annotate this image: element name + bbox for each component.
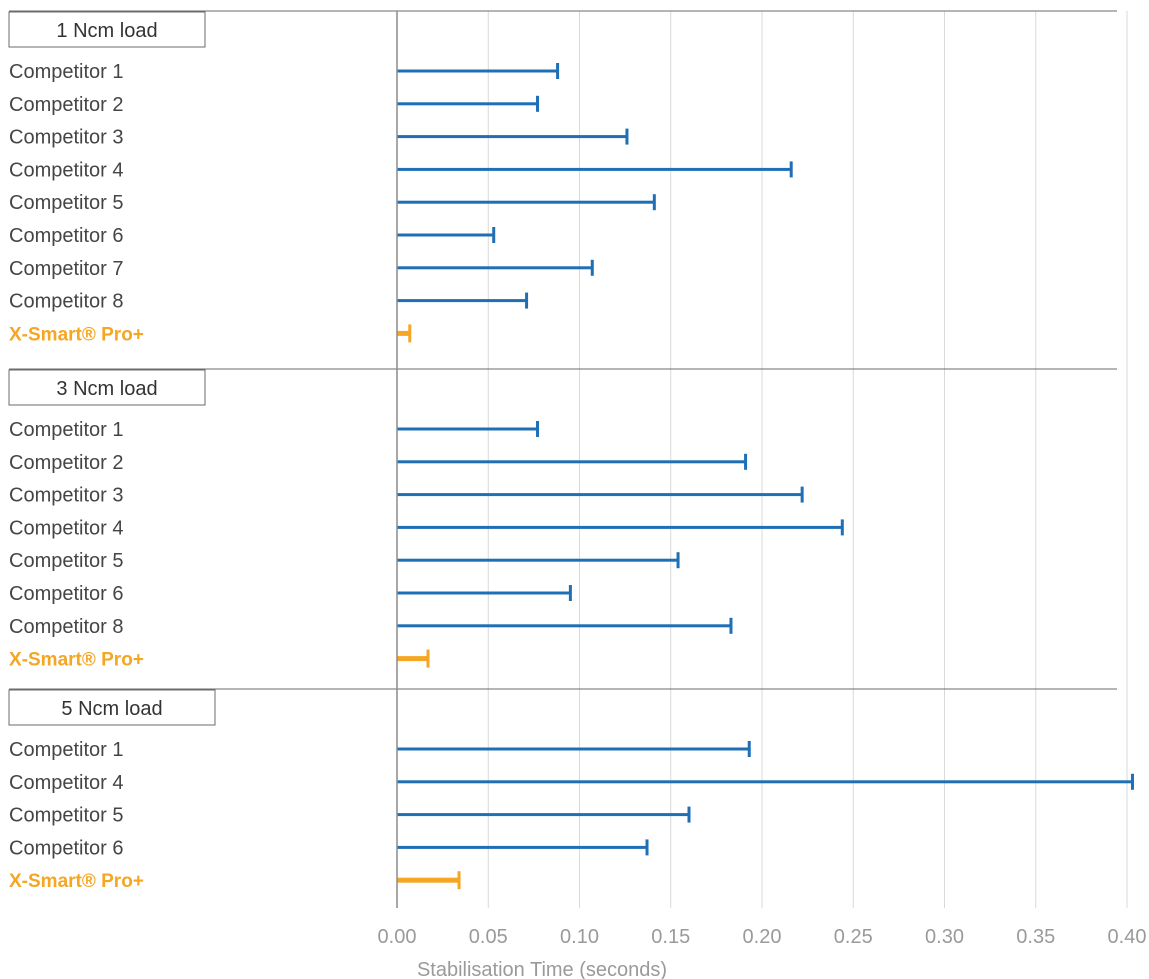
bar-cap — [747, 741, 751, 757]
highlight-bar-cap — [426, 649, 430, 668]
bar — [397, 493, 803, 497]
bar — [397, 299, 527, 303]
x-tick-label: 0.35 — [1016, 926, 1055, 948]
row-label: Competitor 8 — [9, 291, 124, 313]
highlight-bar-cap — [408, 324, 412, 343]
bar-cap — [800, 486, 804, 503]
bar-cap — [536, 95, 540, 112]
group-title: 1 Ncm load — [56, 20, 157, 42]
row-label: Competitor 6 — [9, 583, 124, 605]
group-title-box — [8, 689, 216, 726]
bar — [397, 525, 843, 529]
bar-cap — [525, 292, 529, 309]
bar — [397, 624, 731, 628]
bar-cap — [744, 453, 748, 470]
x-tick-label: 0.15 — [651, 926, 690, 948]
highlight-bar-cap — [457, 871, 461, 890]
row-label: Competitor 3 — [9, 485, 124, 507]
bar — [397, 780, 1133, 784]
bar-cap — [625, 128, 629, 145]
bar-cap — [568, 585, 572, 601]
bar — [397, 233, 494, 237]
x-tick-label: 0.10 — [560, 926, 599, 948]
bar — [397, 69, 558, 73]
x-axis-title: Stabilisation Time (seconds) — [417, 959, 667, 979]
row-label: Competitor 5 — [9, 192, 124, 214]
group-title-box — [8, 11, 206, 48]
row-label: Competitor 5 — [9, 805, 124, 827]
bar — [397, 427, 538, 431]
bar — [397, 135, 627, 139]
highlight-row-label: X-Smart® Pro+ — [9, 871, 144, 892]
highlight-bar — [397, 330, 410, 336]
bar-cap — [1130, 773, 1134, 790]
bar — [397, 747, 750, 751]
row-label: Competitor 1 — [9, 419, 124, 441]
row-label: Competitor 1 — [9, 739, 124, 761]
bar — [397, 813, 689, 817]
bar-cap — [645, 839, 649, 856]
bar-cap — [676, 552, 680, 569]
bar-cap — [840, 519, 844, 536]
group-title: 5 Ncm load — [61, 698, 162, 720]
x-tick-label: 0.20 — [743, 926, 782, 948]
row-label: Competitor 6 — [9, 837, 124, 859]
x-tick-label: 0.30 — [925, 926, 964, 948]
bar — [397, 200, 655, 204]
x-tick-label: 0.05 — [469, 926, 508, 948]
bar — [397, 591, 571, 595]
row-label: Competitor 4 — [9, 772, 124, 794]
row-label: Competitor 5 — [9, 550, 124, 572]
row-label: Competitor 3 — [9, 127, 124, 149]
row-label: Competitor 4 — [9, 517, 124, 539]
bar — [397, 266, 593, 270]
bar — [397, 558, 679, 562]
x-tick-label: 0.00 — [378, 926, 417, 948]
x-tick-label: 0.40 — [1108, 926, 1147, 948]
row-label: Competitor 2 — [9, 94, 124, 116]
row-label: Competitor 4 — [9, 159, 124, 181]
group-title-box — [8, 369, 206, 406]
row-label: Competitor 7 — [9, 258, 124, 280]
bar-cap — [789, 161, 793, 178]
bar-cap — [536, 421, 540, 437]
bar — [397, 460, 746, 464]
row-label: Competitor 2 — [9, 452, 124, 474]
highlight-row-label: X-Smart® Pro+ — [9, 324, 144, 345]
highlight-bar — [397, 656, 429, 662]
bar-cap — [556, 63, 560, 79]
group-title: 3 Ncm load — [56, 378, 157, 400]
bar — [397, 167, 792, 171]
bar-cap — [652, 194, 656, 211]
row-label: Competitor 8 — [9, 616, 124, 638]
highlight-bar — [397, 877, 460, 883]
row-label: Competitor 6 — [9, 225, 124, 247]
highlight-row-label: X-Smart® Pro+ — [9, 650, 144, 671]
bar — [397, 102, 538, 106]
x-tick-label: 0.25 — [834, 926, 873, 948]
bar-cap — [729, 617, 733, 634]
bar-cap — [687, 806, 691, 823]
bar-cap — [590, 259, 594, 276]
bar-cap — [492, 227, 496, 243]
bar — [397, 845, 648, 849]
row-label: Competitor 1 — [9, 61, 124, 83]
